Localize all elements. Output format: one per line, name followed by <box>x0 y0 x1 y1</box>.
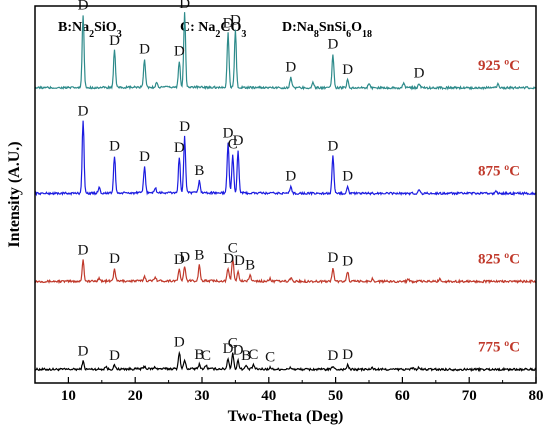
series-line <box>34 12 537 91</box>
series-temperature-label: 825 ºC <box>478 252 520 268</box>
peak-label: D <box>109 138 120 154</box>
plot-frame <box>34 5 537 384</box>
peak-label: D <box>233 133 244 149</box>
x-tick-label: 20 <box>128 388 143 404</box>
peak-label: D <box>285 59 296 75</box>
peak-label: D <box>342 62 353 78</box>
legend-entry: B:Na2SiO3 <box>58 20 122 40</box>
series-line <box>34 258 537 285</box>
peak-label: B <box>194 248 204 264</box>
peak-label: D <box>174 335 185 351</box>
peak-label: D <box>233 343 244 359</box>
x-tick-label: 70 <box>462 388 477 404</box>
peak-label: D <box>78 343 89 359</box>
peak-label: D <box>174 43 185 59</box>
series-temperature-label: 775 ºC <box>478 340 520 356</box>
peak-label: D <box>328 250 339 266</box>
peak-label: D <box>328 348 339 364</box>
x-axis: 10 20 30 40 50 60 70 80 <box>34 377 544 404</box>
peak-label: D <box>230 13 241 29</box>
series-temperature-label: 925 ºC <box>478 58 520 74</box>
peak-label: D <box>342 347 353 363</box>
x-tick-label: 40 <box>261 388 276 404</box>
peak-label: C <box>228 241 238 257</box>
peak-label: D <box>342 254 353 270</box>
peak-label: D <box>139 42 150 58</box>
peak-label: D <box>223 15 234 31</box>
peak-label: B <box>194 347 204 363</box>
peak-label: D <box>174 252 185 268</box>
x-tick-label: 60 <box>395 388 410 404</box>
peak-label: D <box>179 119 190 135</box>
x-tick-label: 30 <box>195 388 210 404</box>
x-tick-label: 50 <box>328 388 343 404</box>
peak-label: D <box>342 168 353 184</box>
y-axis-label: Intensity (A.U.) <box>6 141 23 247</box>
peak-label: C <box>228 137 238 153</box>
peak-label: C <box>201 348 211 364</box>
legend-entry: C: Na2CO3 <box>180 20 246 40</box>
peak-label: D <box>414 65 425 81</box>
peak-label: D <box>328 138 339 154</box>
peak-label: D <box>109 251 120 267</box>
peak-label: D <box>109 33 120 49</box>
peak-label: D <box>223 125 234 141</box>
peak-label: C <box>228 336 238 352</box>
x-tick-label: 80 <box>529 388 544 404</box>
peak-label: D <box>234 253 245 269</box>
x-axis-label: Two-Theta (Deg) <box>228 408 344 425</box>
peak-label: D <box>78 0 89 14</box>
peak-label: B <box>245 257 255 273</box>
peak-label: D <box>328 36 339 52</box>
peak-label: D <box>179 249 190 265</box>
peak-label: D <box>174 140 185 156</box>
peak-label: D <box>109 348 120 364</box>
peak-label: C <box>265 350 275 366</box>
peak-label: C <box>248 347 258 363</box>
series-layer: 775 ºC 825 ºC 875 ºC 925 ºC <box>34 12 537 373</box>
peak-label: B <box>241 348 251 364</box>
peak-label: B <box>194 163 204 179</box>
series-line <box>34 350 536 373</box>
series-line <box>34 120 537 197</box>
peak-label: D <box>223 341 234 357</box>
legend: B:Na2SiO3 C: Na2CO3 D:Na8SnSi6O18 <box>58 20 372 40</box>
series-temperature-label: 875 ºC <box>478 164 520 180</box>
x-tick-label: 10 <box>61 388 76 404</box>
peak-label: D <box>285 168 296 184</box>
peak-label: D <box>139 149 150 165</box>
peak-label: D <box>223 251 234 267</box>
peak-label: D <box>78 242 89 258</box>
peak-label: D <box>78 103 89 119</box>
